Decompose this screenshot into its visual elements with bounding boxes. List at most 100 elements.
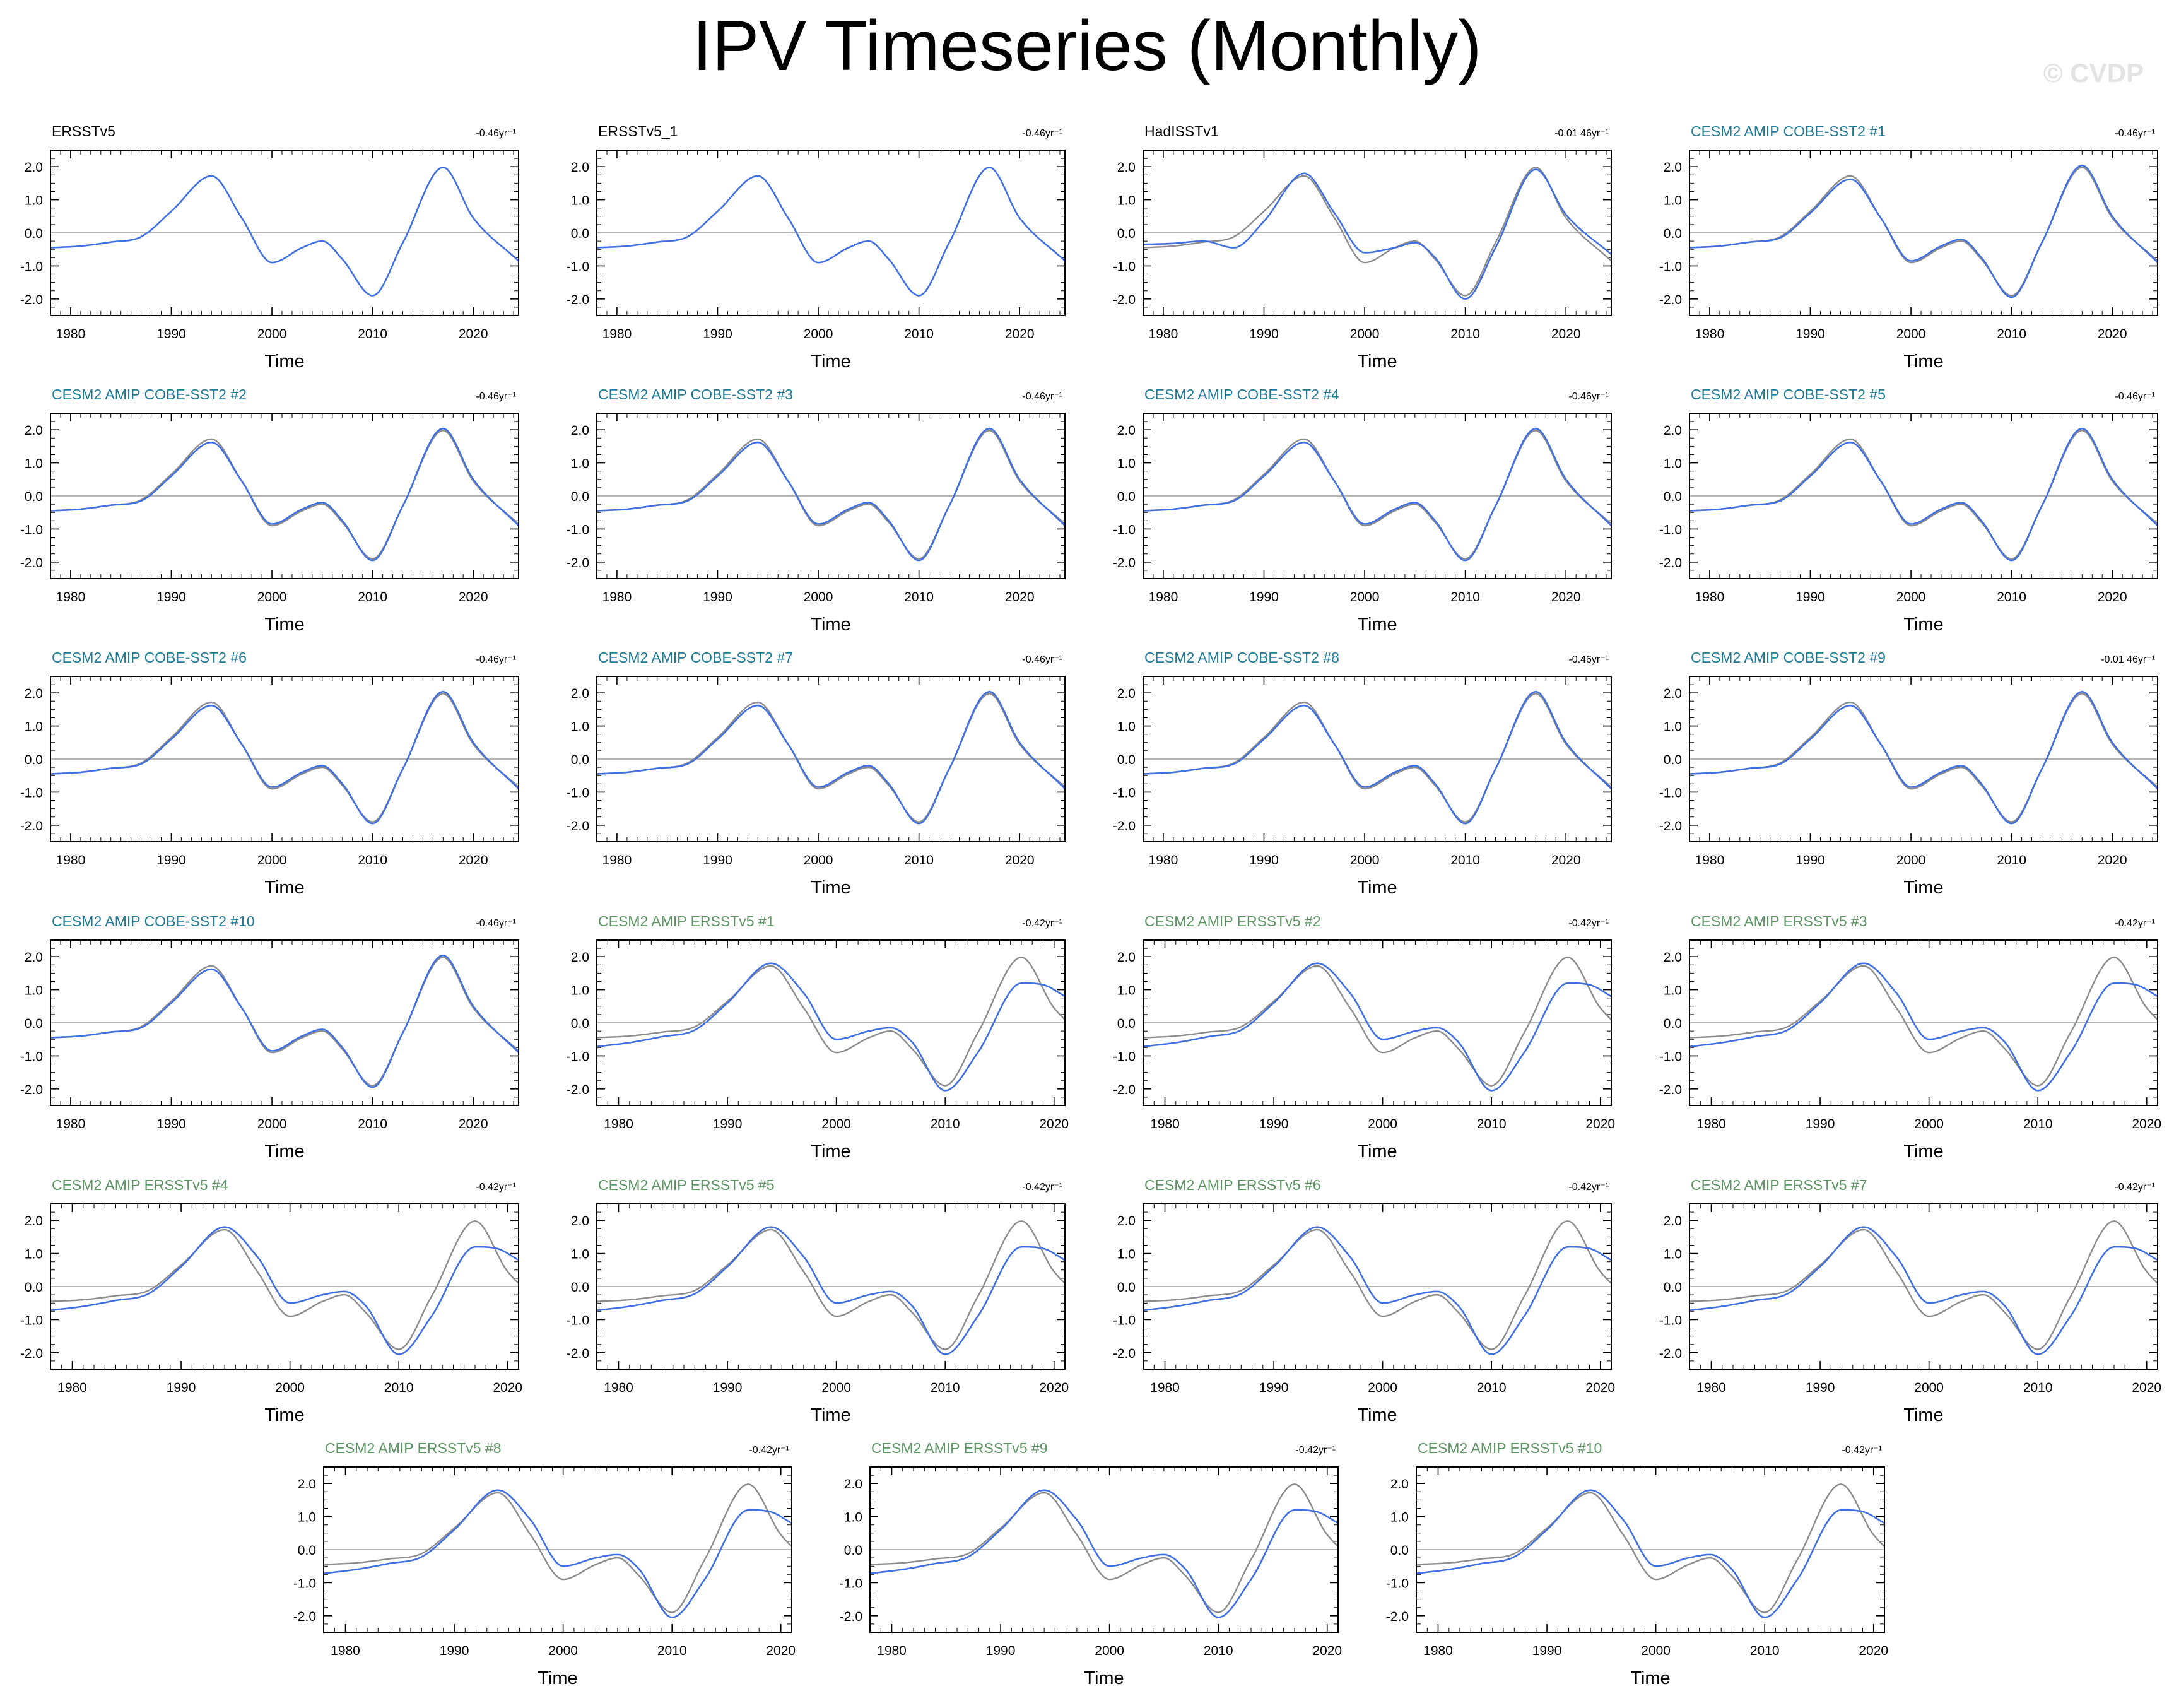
panel-frame — [50, 1203, 519, 1370]
y-tick-label: 0.0 — [1117, 227, 1136, 241]
y-tick-label: 2.0 — [1664, 160, 1682, 175]
panel-title: CESM2 AMIP ERSSTv5 #8 — [325, 1440, 502, 1456]
y-tick-label: 0.0 — [1664, 1016, 1682, 1031]
panel-frame — [869, 1466, 1339, 1633]
series-line — [596, 427, 1066, 562]
panel-frame — [50, 150, 519, 316]
x-axis-label: Time — [1357, 878, 1397, 898]
y-tick-label: 0.0 — [25, 1280, 43, 1295]
x-tick-label: 1980 — [1150, 1381, 1180, 1395]
x-tick-label: 2010 — [1450, 590, 1480, 604]
reference-series-line — [50, 429, 519, 560]
x-tick-label: 1990 — [703, 590, 732, 604]
x-tick-label: 2000 — [257, 853, 287, 868]
panel-title: CESM2 AMIP COBE-SST2 #5 — [1691, 386, 1886, 403]
x-tick-label: 1980 — [56, 1117, 86, 1131]
x-axis-label: Time — [1903, 878, 1943, 898]
x-tick-label: 2000 — [1914, 1117, 1944, 1131]
y-tick-label: 2.0 — [1664, 423, 1682, 438]
x-tick-label: 1980 — [1423, 1644, 1453, 1658]
y-tick-label: 2.0 — [1664, 686, 1682, 701]
y-tick-label: 0.0 — [571, 1016, 589, 1031]
series-line — [1416, 1489, 1885, 1618]
reference-series-line — [1689, 166, 2158, 297]
x-tick-label: 2000 — [257, 1117, 287, 1131]
y-tick-label: 1.0 — [25, 720, 43, 734]
y-tick-label: -2.0 — [1113, 1083, 1136, 1097]
y-tick-label: 0.0 — [1117, 753, 1136, 767]
x-tick-label: 1990 — [713, 1381, 743, 1395]
x-axis-label: Time — [538, 1668, 577, 1688]
y-tick-label: 0.0 — [25, 753, 43, 767]
x-tick-label: 1990 — [1795, 590, 1825, 604]
y-tick-label: -1.0 — [567, 1313, 589, 1328]
y-tick-label: 1.0 — [25, 457, 43, 471]
panel-trend-label: -0.42yr⁻¹ — [1568, 1182, 1609, 1193]
x-tick-label: 2020 — [1005, 327, 1035, 341]
series-line — [1143, 690, 1612, 825]
series-line — [596, 690, 1066, 825]
y-tick-label: -2.0 — [567, 293, 589, 307]
panel-trend-label: -0.42yr⁻¹ — [749, 1445, 789, 1456]
x-tick-label: 2020 — [1585, 1381, 1615, 1395]
y-tick-label: -2.0 — [1659, 1346, 1682, 1361]
x-tick-label: 1980 — [57, 1381, 87, 1395]
panel-frame — [596, 939, 1066, 1106]
y-tick-label: -1.0 — [1113, 786, 1136, 800]
x-tick-label: 2000 — [1896, 853, 1926, 868]
panel-trend-label: -0.42yr⁻¹ — [2115, 918, 2155, 929]
reference-series-line — [596, 692, 1066, 823]
x-tick-label: 1980 — [1149, 590, 1178, 604]
y-tick-label: -1.0 — [293, 1576, 316, 1591]
series-line — [1689, 690, 2158, 825]
y-tick-label: 2.0 — [571, 1214, 589, 1228]
x-tick-label: 2000 — [1350, 590, 1380, 604]
x-axis-label: Time — [1357, 615, 1397, 635]
x-tick-label: 2010 — [2023, 1117, 2053, 1131]
x-tick-label: 2020 — [1005, 590, 1035, 604]
panel-title: CESM2 AMIP COBE-SST2 #9 — [1691, 649, 1886, 666]
x-tick-label: 2000 — [1350, 853, 1380, 868]
x-tick-label: 2020 — [1551, 590, 1581, 604]
x-axis-label: Time — [1357, 1141, 1397, 1162]
x-tick-label: 2000 — [804, 590, 833, 604]
x-tick-label: 1990 — [1259, 1117, 1289, 1131]
panel-frame — [1143, 150, 1612, 316]
y-tick-label: 2.0 — [25, 950, 43, 965]
series-line — [1689, 427, 2158, 562]
y-tick-label: 1.0 — [1390, 1511, 1409, 1525]
x-tick-label: 2020 — [459, 853, 488, 868]
y-tick-label: 1.0 — [571, 457, 589, 471]
panel-frame — [1143, 1203, 1612, 1370]
x-tick-label: 1980 — [331, 1644, 360, 1658]
x-tick-label: 2020 — [1859, 1644, 1888, 1658]
x-tick-label: 1990 — [440, 1644, 469, 1658]
x-tick-label: 1980 — [1149, 327, 1178, 341]
y-tick-label: 1.0 — [298, 1511, 316, 1525]
y-tick-label: 1.0 — [844, 1511, 862, 1525]
x-axis-label: Time — [264, 1141, 304, 1162]
panel-trend-label: -0.46yr⁻¹ — [1022, 391, 1062, 402]
panel-trend-label: -0.46yr⁻¹ — [2115, 391, 2155, 402]
x-tick-label: 2020 — [1585, 1117, 1615, 1131]
y-tick-label: 0.0 — [25, 490, 43, 504]
y-tick-label: 0.0 — [1117, 490, 1136, 504]
panel-frame — [596, 150, 1066, 316]
y-tick-label: 2.0 — [1390, 1477, 1409, 1492]
y-tick-label: -1.0 — [20, 1049, 43, 1064]
panel-trend-label: -0.42yr⁻¹ — [1295, 1445, 1336, 1456]
x-tick-label: 2020 — [1039, 1117, 1069, 1131]
y-tick-label: -1.0 — [1659, 1313, 1682, 1328]
x-tick-label: 2010 — [358, 327, 387, 341]
panel-title: CESM2 AMIP COBE-SST2 #6 — [52, 649, 247, 666]
x-tick-label: 2010 — [1997, 327, 2026, 341]
x-tick-label: 2020 — [766, 1644, 796, 1658]
y-tick-label: 2.0 — [1664, 950, 1682, 965]
x-tick-label: 2000 — [1368, 1117, 1397, 1131]
x-tick-label: 1980 — [56, 853, 86, 868]
series-line — [50, 427, 519, 562]
series-line — [50, 1226, 519, 1355]
panel-frame — [1143, 939, 1612, 1106]
panel-trend-label: -0.42yr⁻¹ — [2115, 1182, 2155, 1193]
panel-frame — [1689, 150, 2158, 316]
